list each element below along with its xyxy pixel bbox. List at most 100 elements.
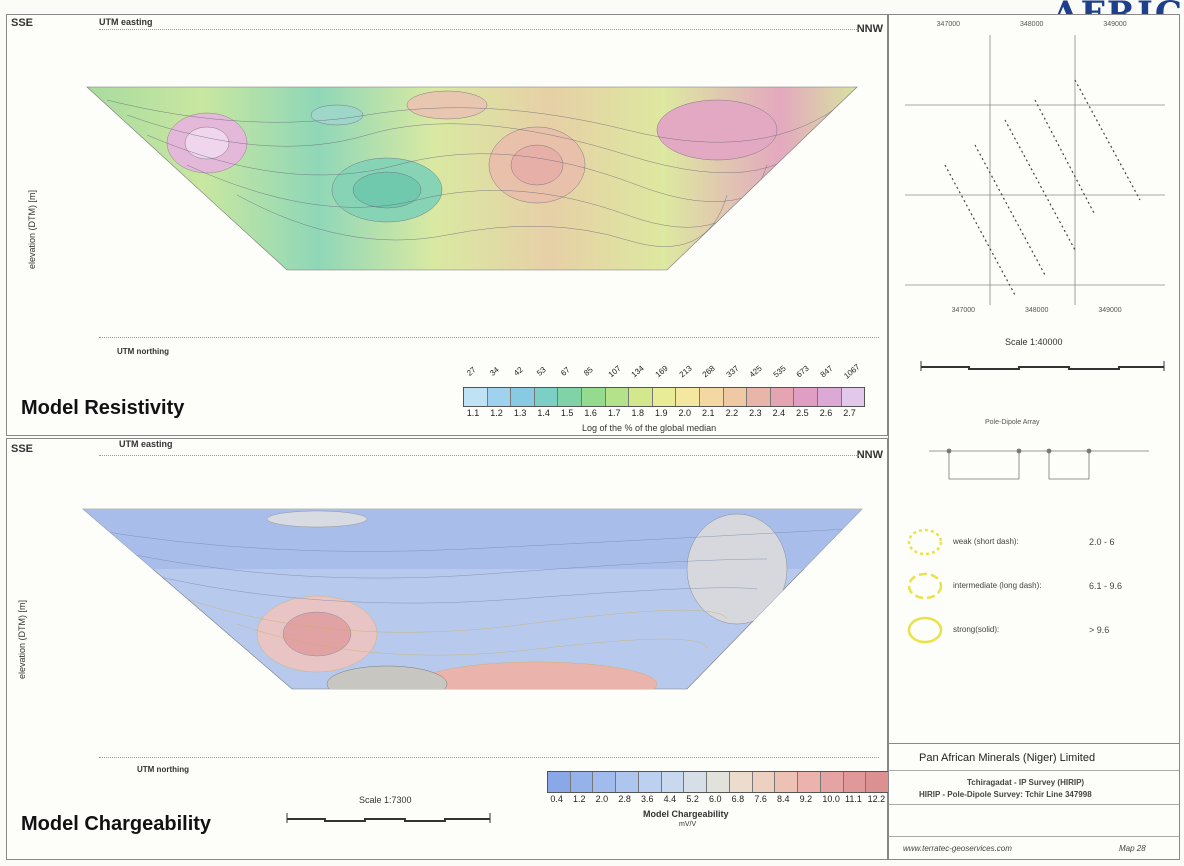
chargeability-colorbar-swatch xyxy=(570,772,594,792)
chargeability-colorbar-swatch xyxy=(775,772,799,792)
resistivity-colorbar-swatch xyxy=(605,388,630,406)
colorbar-percent-label: 1067 xyxy=(842,362,862,381)
resistivity-colorbar-swatch xyxy=(747,388,771,406)
colorbar-tick-label: 1.4 xyxy=(537,408,550,418)
colorbar-percent-label: 53 xyxy=(535,365,549,378)
colorbar-percent-label: 337 xyxy=(724,363,741,380)
chargeability-colorbar-swatch xyxy=(638,772,662,792)
map-scale-label: Scale 1:40000 xyxy=(1005,337,1063,347)
colorbar-tick-label: 2.7 xyxy=(843,408,856,418)
colorbar-percent-label: 169 xyxy=(653,363,670,380)
resistivity-colorbar-swatch xyxy=(487,388,512,406)
map-tick-label: 347000 xyxy=(951,307,976,314)
chargeability-title: Model Chargeability xyxy=(21,813,212,835)
map-tick-label: 348000 xyxy=(1025,307,1049,314)
resistivity-section xyxy=(86,86,858,271)
legend-contour-swatch xyxy=(907,616,943,644)
colorbar-percent-label: 27 xyxy=(464,365,478,378)
map-number: Map 28 xyxy=(1119,844,1146,853)
location-map-panel: 347000 348000 349000 347000 348000 349000 Sc… xyxy=(888,14,1180,860)
map-bottom-ticks: 347000 348000 349000 xyxy=(929,307,1149,319)
colorbar-percent-label: 847 xyxy=(818,363,835,380)
colorbar-tick-label: 1.9 xyxy=(655,408,668,418)
chargeability-colorbar-unit: mV/V xyxy=(679,821,697,828)
resistivity-colorbar-swatch xyxy=(770,388,795,406)
resistivity-colorbar-swatch xyxy=(581,388,606,406)
legend-value: 2.0 - 6 xyxy=(1089,537,1115,547)
legend-value: 6.1 - 9.6 xyxy=(1089,581,1123,591)
colorbar-tick-label: 1.7 xyxy=(607,408,621,418)
resistivity-title: Model Resistivity xyxy=(21,397,185,419)
resistivity-colorbar-swatch xyxy=(817,388,842,406)
legend-label: weak (short dash): xyxy=(953,537,1019,546)
resistivity-panel: SSE NNW UTM easting elevation (DTM) [m] … xyxy=(6,14,888,436)
colorbar-tick-label: 4.4 xyxy=(663,794,677,804)
chargeability-colorbar-swatch xyxy=(616,772,639,792)
ip-anomaly-legend: weak (short dash): 2.0 - 6 intermediate (l… xyxy=(889,525,1179,645)
map-tick-label: 347000 xyxy=(936,21,961,28)
chargeability-scale-bar xyxy=(286,813,491,823)
colorbar-percent-label: 67 xyxy=(559,365,572,378)
legend-contour-swatch xyxy=(907,572,943,600)
colorbar-tick-label: 1.2 xyxy=(490,408,503,418)
resistivity-colorbar xyxy=(463,387,865,407)
colorbar-tick-label: 1.2 xyxy=(573,794,586,804)
colorbar-tick-label: 9.2 xyxy=(799,794,813,804)
y-axis-label: elevation (DTM) [m] xyxy=(17,599,27,679)
legend-label: strong(solid): xyxy=(953,625,1000,634)
legend-contour-swatch xyxy=(907,528,943,556)
title-block: Pan African Minerals (Niger) Limited Tch… xyxy=(889,743,1179,860)
colorbar-tick-label: 2.5 xyxy=(796,408,809,418)
chargeability-colorbar-swatch xyxy=(798,772,821,792)
colorbar-tick-label: 5.2 xyxy=(686,794,699,804)
map-tick-label: 349000 xyxy=(1098,307,1122,314)
easting-label: UTM easting xyxy=(119,439,173,449)
chargeability-colorbar-swatch xyxy=(729,772,753,792)
survey-line-2: HIRIP - Pole-Dipole Survey: Tchir Line 3… xyxy=(919,790,1092,799)
company-name: Pan African Minerals (Niger) Limited xyxy=(919,752,1096,764)
resistivity-colorbar-swatch xyxy=(794,388,818,406)
chargeability-panel: SSE NNW UTM easting elevation (DTM) [m] … xyxy=(6,438,889,860)
map-scale-bar xyxy=(920,361,1165,371)
colorbar-percent-label: 42 xyxy=(511,365,525,378)
chargeability-scale-label: Scale 1:7300 xyxy=(359,795,412,805)
colorbar-percent-label: 268 xyxy=(700,363,717,380)
colorbar-percent-label: 134 xyxy=(630,363,647,380)
resistivity-colorbar-swatch xyxy=(464,388,488,406)
easting-tick-row xyxy=(99,29,859,34)
colorbar-percent-label: 213 xyxy=(677,363,694,380)
colorbar-tick-label: 1.3 xyxy=(513,408,527,418)
colorbar-tick-label: 0.4 xyxy=(550,794,563,804)
resistivity-colorbar-swatch xyxy=(534,388,559,406)
pole-dipole-array-diagram xyxy=(929,448,1149,480)
colorbar-tick-label: 6.8 xyxy=(731,794,745,804)
colorbar-tick-label: 2.4 xyxy=(772,408,786,418)
location-map-grid xyxy=(905,35,1165,305)
chargeability-colorbar-swatch xyxy=(820,772,844,792)
resistivity-colorbar-percent-labels: 27 34 42 53 67 85 107 134 169 213 268 337 425 535 673 8… xyxy=(463,362,863,383)
dir-right-label: NNW xyxy=(856,449,883,461)
chargeability-colorbar-caption: Model Chargeability xyxy=(643,809,729,819)
colorbar-tick-label: 2.8 xyxy=(618,794,631,804)
colorbar-tick-label: 12.2 xyxy=(867,794,886,804)
chargeability-colorbar-swatch xyxy=(548,772,571,792)
colorbar-tick-label: 10.0 xyxy=(822,794,840,804)
northing-label: UTM northing xyxy=(137,765,189,774)
resistivity-colorbar-swatch xyxy=(511,388,535,406)
map-tick-label: 348000 xyxy=(1020,21,1044,28)
colorbar-tick-label: 2.0 xyxy=(678,408,692,418)
colorbar-tick-label: 3.6 xyxy=(641,794,654,804)
colorbar-tick-label: 8.4 xyxy=(777,794,790,804)
survey-line-1: Tchiragadat - IP Survey (HIRIP) xyxy=(967,778,1085,787)
colorbar-percent-label: 107 xyxy=(606,363,623,380)
resistivity-colorbar-swatch xyxy=(676,388,700,406)
northing-tick-row xyxy=(99,337,879,342)
website: www.terratec-geoservices.com xyxy=(903,844,1012,853)
array-title: Pole-Dipole Array xyxy=(985,419,1040,426)
northing-tick-row xyxy=(99,757,879,762)
colorbar-tick-label: 1.8 xyxy=(631,408,644,418)
chargeability-colorbar-labels: 0.4 1.2 2.0 2.8 3.6 4.4 5.2 6.0 6.8 7.6 8.4 9.2 10.0… xyxy=(547,794,887,806)
chargeability-colorbar-swatch xyxy=(866,772,889,792)
chargeability-colorbar-swatch xyxy=(707,772,730,792)
colorbar-tick-label: 2.0 xyxy=(595,794,609,804)
